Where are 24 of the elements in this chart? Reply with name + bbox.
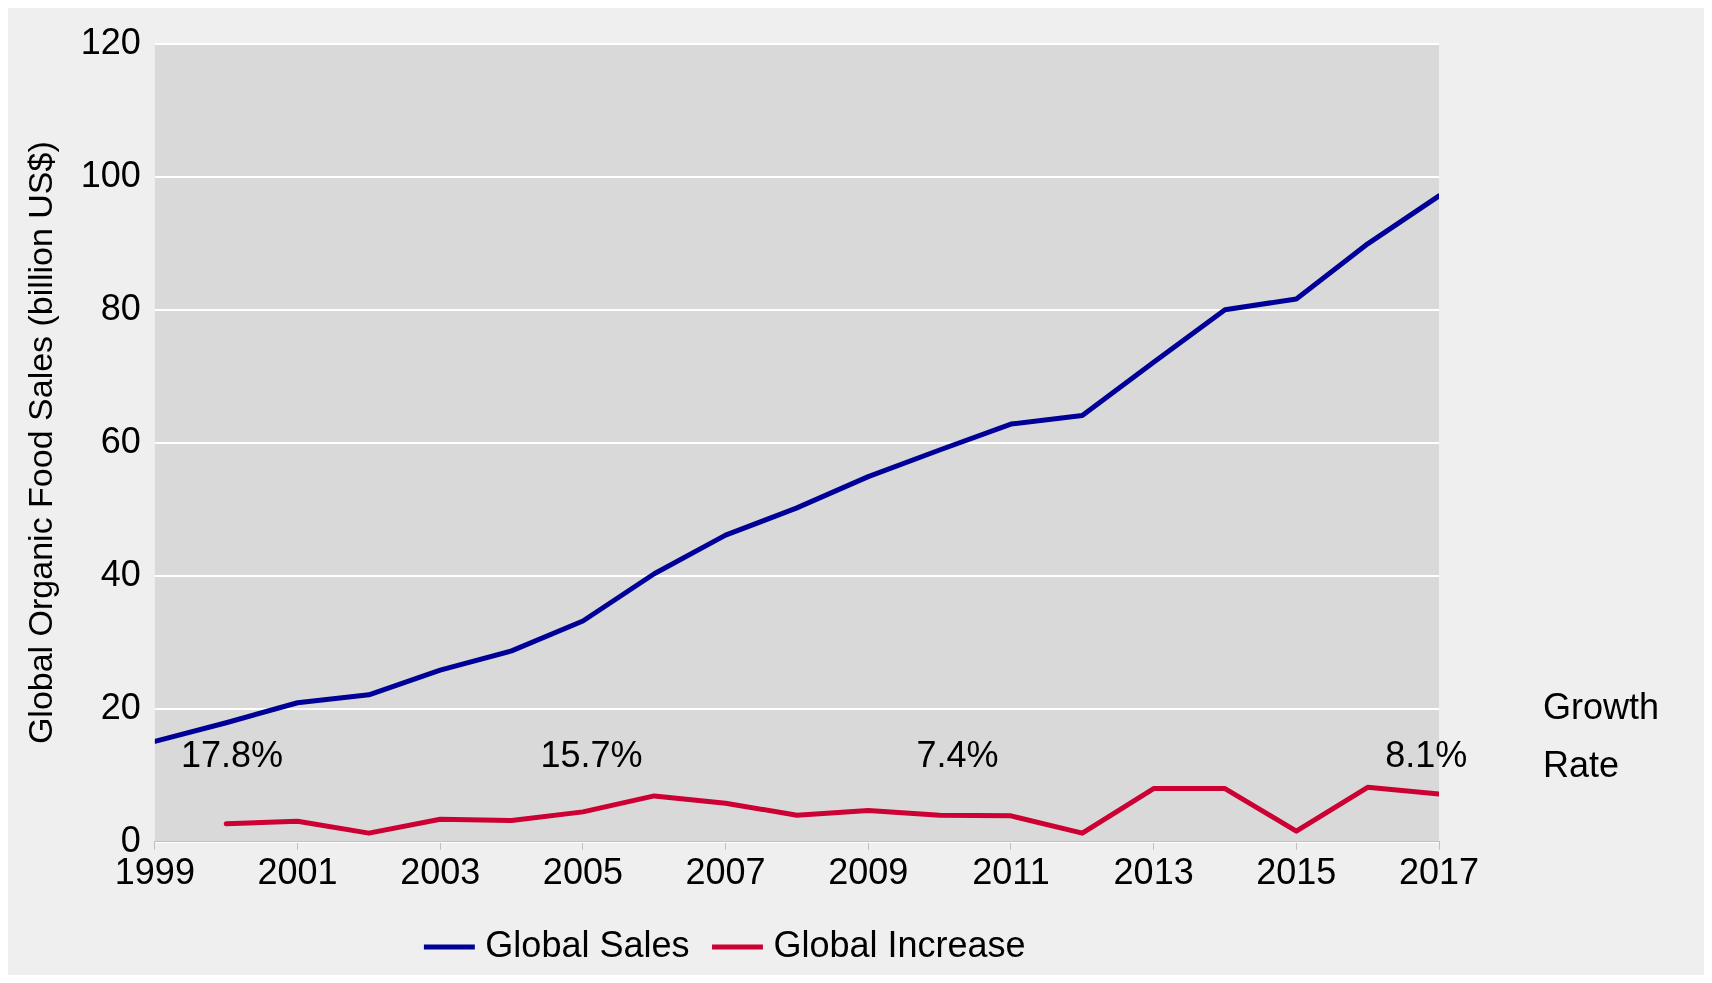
x-tick-label: 2005 [542, 851, 623, 893]
x-tick-label: 2013 [1113, 851, 1194, 893]
annotation: 8.1% [1385, 733, 1468, 775]
x-tick-label: 2011 [972, 851, 1050, 893]
x-tick-label: 2007 [685, 851, 766, 893]
y-tick-label: 40 [100, 552, 141, 594]
annotation: 15.7% [540, 733, 643, 775]
x-tick-label: 2017 [1398, 851, 1480, 893]
annotation: 17.8% [180, 733, 283, 775]
annotation: 7.4% [916, 733, 999, 775]
x-tick-label: 2009 [828, 851, 909, 893]
y-tick-label: 80 [100, 286, 141, 328]
y-tick-label: 60 [100, 419, 141, 461]
text: Growth Rate [1543, 685, 1660, 785]
y-tick-label: 120 [80, 20, 141, 62]
legend-label: Global Sales [485, 923, 690, 965]
x-tick-label: 1999 [114, 851, 195, 893]
y-tick-label: 100 [80, 153, 141, 195]
x-tick-label: 2001 [257, 851, 338, 893]
x-tick-label: 2003 [400, 851, 481, 893]
y-tick-label: 20 [100, 685, 141, 727]
y-axis-title: Global Organic Food Sales (billion US$) [20, 141, 59, 745]
legend-label: Global Increase [773, 923, 1026, 965]
x-tick-label: 2015 [1256, 851, 1337, 893]
